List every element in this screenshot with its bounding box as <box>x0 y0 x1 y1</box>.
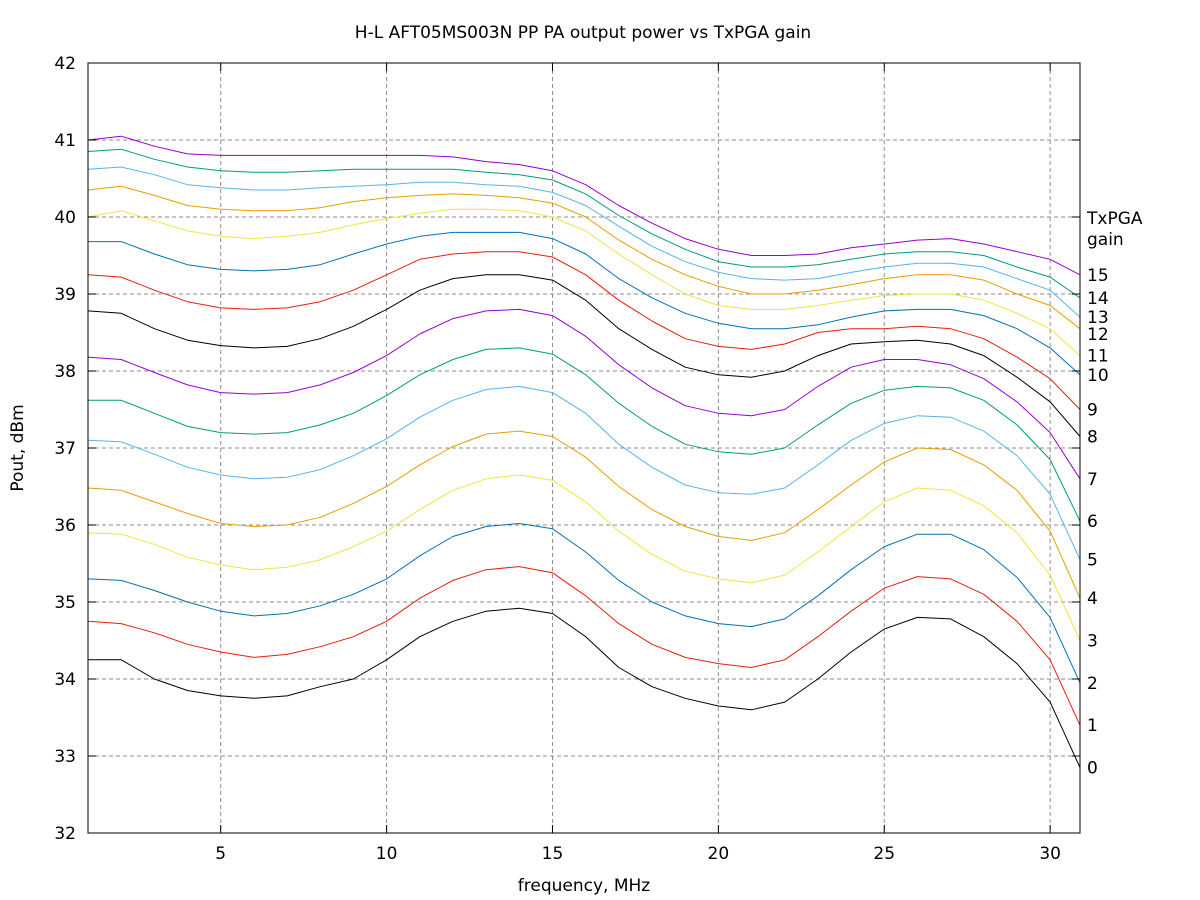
series-label-gain-0: 0 <box>1087 759 1098 779</box>
series-label-gain-2: 2 <box>1087 674 1098 694</box>
series-line-gain-6 <box>88 347 1081 522</box>
y-tick-label: 35 <box>54 593 76 613</box>
y-tick-label: 34 <box>54 670 76 690</box>
series-label-gain-12: 12 <box>1087 325 1109 345</box>
series-line-gain-2 <box>87 523 1081 684</box>
series-line-gain-1 <box>87 566 1081 726</box>
series-label-gain-15: 15 <box>1087 266 1109 286</box>
series-label-gain-6: 6 <box>1087 512 1098 532</box>
y-tick-label: 38 <box>54 362 76 382</box>
x-tick-label: 15 <box>542 844 564 864</box>
series-label-gain-7: 7 <box>1087 470 1098 490</box>
x-tick-label: 20 <box>708 844 730 864</box>
series-line-gain-3 <box>87 474 1081 641</box>
series-line-gain-9 <box>87 251 1081 410</box>
y-tick-label: 33 <box>54 747 76 767</box>
legend-title-line-2: gain <box>1087 230 1124 250</box>
series-label-gain-3: 3 <box>1087 632 1098 652</box>
grid <box>88 63 1080 833</box>
series-label-gain-1: 1 <box>1087 716 1098 736</box>
series-label-gain-11: 11 <box>1087 347 1109 367</box>
x-tick-labels: 5 10 15 20 25 30 <box>215 844 1061 864</box>
series-lines <box>87 135 1081 768</box>
y-axis-title: Pout, dBm <box>8 404 28 491</box>
x-tick-label: 10 <box>376 844 398 864</box>
series-line-gain-10 <box>88 231 1081 376</box>
series-label-gain-4: 4 <box>1087 589 1098 609</box>
series-label-gain-13: 13 <box>1087 308 1109 328</box>
y-tick-label: 40 <box>54 208 76 228</box>
series-line-gain-13 <box>87 166 1081 318</box>
y-tick-label: 42 <box>54 54 76 74</box>
chart-title: H-L AFT05MS003N PP PA output power vs Tx… <box>355 23 811 43</box>
legend-title-line-1: TxPGA <box>1086 209 1143 229</box>
axis-ticks <box>88 62 1080 834</box>
series-line-gain-7 <box>87 308 1081 480</box>
series-line-gain-14 <box>87 148 1081 299</box>
series-label-gain-10: 10 <box>1087 366 1109 386</box>
series-line-gain-12 <box>87 185 1081 330</box>
y-tick-label: 36 <box>54 516 76 536</box>
series-label-gain-8: 8 <box>1087 428 1098 448</box>
y-tick-label: 37 <box>54 439 76 459</box>
y-tick-labels: 32 33 34 35 36 37 38 39 40 41 42 <box>54 54 76 844</box>
series-line-gain-11 <box>87 208 1081 356</box>
series-line-gain-0 <box>88 607 1081 768</box>
x-axis-title: frequency, MHz <box>518 876 651 896</box>
x-tick-label: 5 <box>215 844 226 864</box>
series-line-gain-15 <box>87 135 1081 276</box>
series-label-gain-5: 5 <box>1087 551 1098 571</box>
series-line-gain-4 <box>87 430 1081 599</box>
x-tick-label: 25 <box>873 844 895 864</box>
y-tick-label: 41 <box>54 131 76 151</box>
series-label-gain-9: 9 <box>1087 401 1098 421</box>
y-tick-label: 39 <box>54 285 76 305</box>
series-line-gain-8 <box>87 274 1081 437</box>
series-label-gain-14: 14 <box>1087 289 1109 309</box>
x-tick-label: 30 <box>1039 844 1061 864</box>
y-tick-label: 32 <box>54 824 76 844</box>
series-line-gain-5 <box>87 385 1081 560</box>
